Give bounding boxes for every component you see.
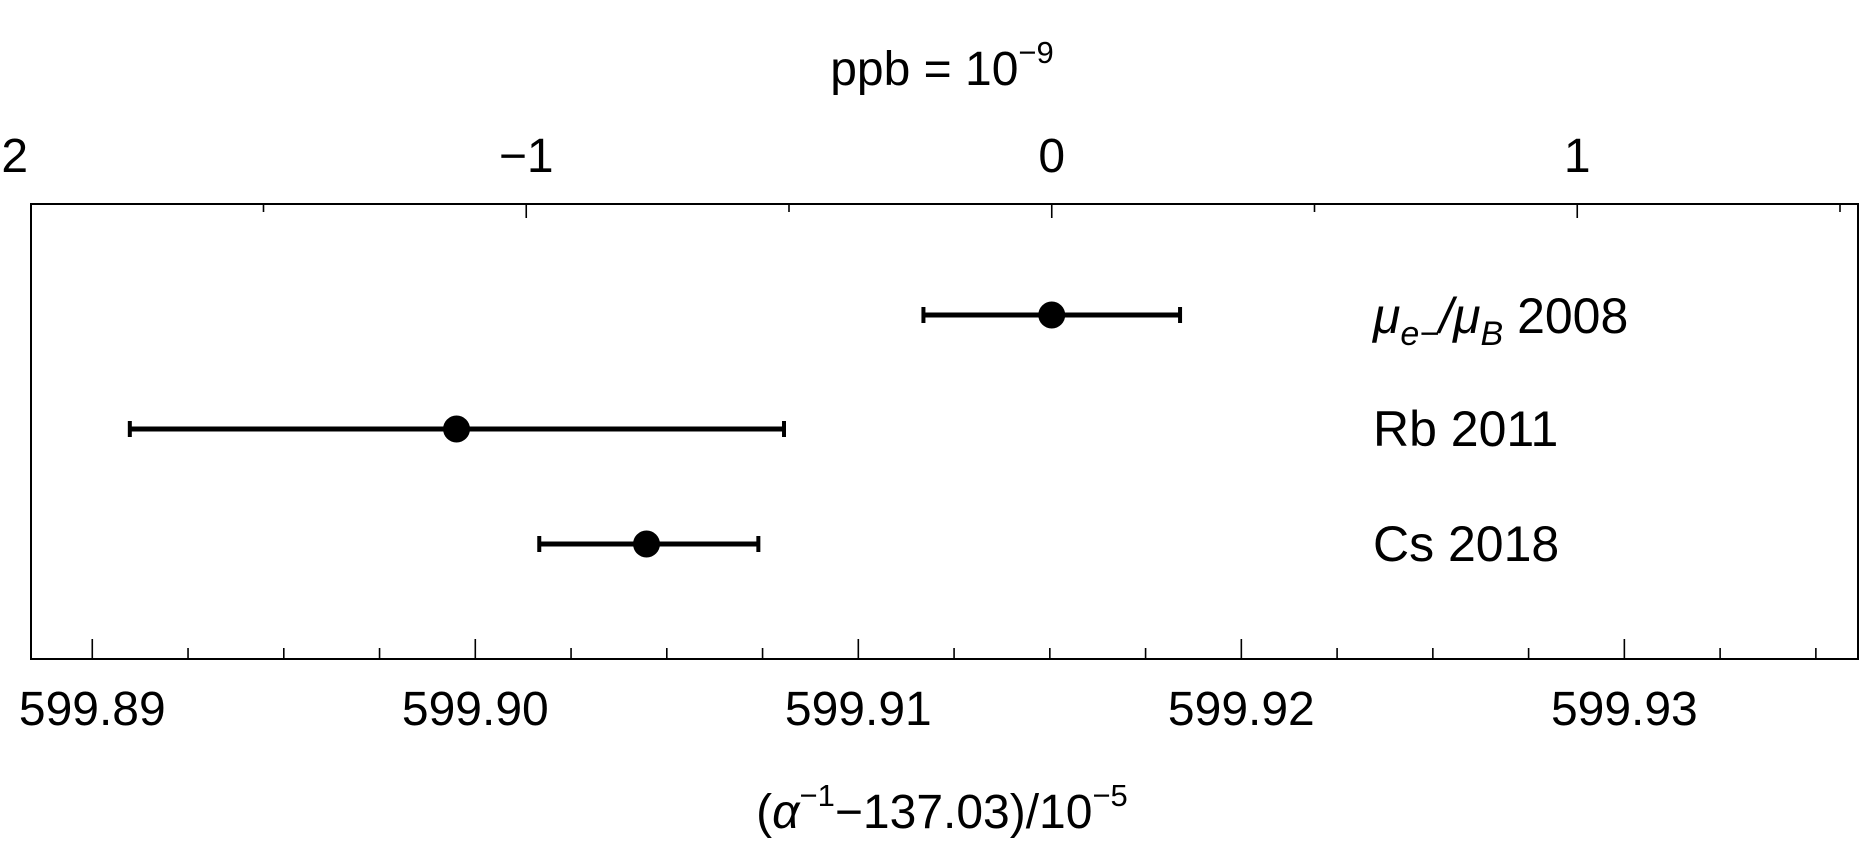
data-point <box>443 415 471 443</box>
row-label-cs-2018: Cs 2018 <box>1373 516 1559 572</box>
error-bars <box>127 301 1183 558</box>
x-tick-label: 599.92 <box>1168 683 1315 736</box>
top-tick-label: −1 <box>499 130 554 183</box>
top-axis-labels: −2 −1 0 1 <box>0 130 1591 183</box>
data-point <box>633 530 661 558</box>
x-axis-title: (α−1−137.03)/10−5 <box>756 778 1128 839</box>
bottom-axis-labels: 599.89 599.90 599.91 599.92 599.93 <box>19 683 1698 736</box>
bottom-axis-ticks <box>91 639 1817 659</box>
x-tick-label: 599.93 <box>1551 683 1698 736</box>
top-tick-label: 1 <box>1564 130 1591 183</box>
data-point <box>1038 301 1066 329</box>
x-tick-label: 599.91 <box>785 683 932 736</box>
plot-frame <box>30 203 1859 660</box>
x-tick-label: 599.90 <box>402 683 549 736</box>
top-axis-ticks <box>262 204 1841 218</box>
top-tick-label: −2 <box>0 130 28 183</box>
x-tick-label: 599.89 <box>19 683 166 736</box>
row-label-mu-2008: μe−/μB 2008 <box>1371 288 1628 353</box>
top-axis-title: ppb = 10−9 <box>830 35 1054 96</box>
top-tick-label: 0 <box>1038 130 1065 183</box>
row-label-rb-2011: Rb 2011 <box>1373 401 1558 457</box>
